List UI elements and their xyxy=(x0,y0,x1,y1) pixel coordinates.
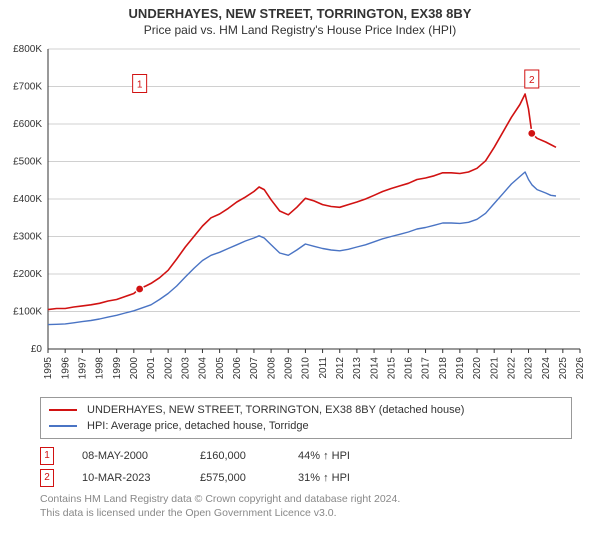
svg-text:£600K: £600K xyxy=(13,119,42,130)
svg-text:£100K: £100K xyxy=(13,307,42,318)
svg-text:2005: 2005 xyxy=(215,357,226,380)
svg-text:2017: 2017 xyxy=(421,357,432,380)
svg-text:2000: 2000 xyxy=(129,357,140,380)
svg-text:2026: 2026 xyxy=(575,357,586,380)
svg-text:2022: 2022 xyxy=(507,357,518,380)
svg-text:2018: 2018 xyxy=(438,357,449,380)
svg-text:1995: 1995 xyxy=(43,357,54,380)
transaction-delta: 44% ↑ HPI xyxy=(298,445,388,467)
svg-text:2015: 2015 xyxy=(386,357,397,380)
legend-label-subject: UNDERHAYES, NEW STREET, TORRINGTON, EX38… xyxy=(87,402,464,418)
legend-label-hpi: HPI: Average price, detached house, Torr… xyxy=(87,418,309,434)
marker-badge-2: 2 xyxy=(40,469,54,487)
svg-text:£800K: £800K xyxy=(13,44,42,55)
svg-text:2008: 2008 xyxy=(266,357,277,380)
svg-text:1996: 1996 xyxy=(60,357,71,380)
svg-text:£400K: £400K xyxy=(13,194,42,205)
svg-text:2010: 2010 xyxy=(301,357,312,380)
svg-text:£500K: £500K xyxy=(13,157,42,168)
legend-row: UNDERHAYES, NEW STREET, TORRINGTON, EX38… xyxy=(49,402,563,418)
svg-text:2016: 2016 xyxy=(404,357,415,380)
transaction-date: 10-MAR-2023 xyxy=(82,467,172,489)
legend-swatch-hpi xyxy=(49,425,77,427)
transaction-row: 1 08-MAY-2000 £160,000 44% ↑ HPI xyxy=(40,445,572,467)
svg-text:£0: £0 xyxy=(31,344,43,355)
chart-subtitle: Price paid vs. HM Land Registry's House … xyxy=(0,21,600,41)
license-text: Contains HM Land Registry data © Crown c… xyxy=(40,493,572,520)
legend-swatch-subject xyxy=(49,409,77,411)
svg-text:£700K: £700K xyxy=(13,82,42,93)
svg-text:2014: 2014 xyxy=(369,357,380,380)
svg-text:2004: 2004 xyxy=(198,357,209,380)
svg-text:2007: 2007 xyxy=(249,357,260,380)
svg-text:1: 1 xyxy=(137,80,143,91)
svg-text:2023: 2023 xyxy=(524,357,535,380)
svg-text:2025: 2025 xyxy=(558,357,569,380)
transactions-list: 1 08-MAY-2000 £160,000 44% ↑ HPI 2 10-MA… xyxy=(40,445,572,489)
svg-text:2001: 2001 xyxy=(146,357,157,380)
transaction-row: 2 10-MAR-2023 £575,000 31% ↑ HPI xyxy=(40,467,572,489)
license-line2: This data is licensed under the Open Gov… xyxy=(40,507,572,521)
svg-text:2009: 2009 xyxy=(283,357,294,380)
svg-text:2021: 2021 xyxy=(489,357,500,380)
svg-text:2019: 2019 xyxy=(455,357,466,380)
legend-row: HPI: Average price, detached house, Torr… xyxy=(49,418,563,434)
svg-text:2002: 2002 xyxy=(163,357,174,380)
svg-text:1997: 1997 xyxy=(78,357,89,380)
transaction-delta: 31% ↑ HPI xyxy=(298,467,388,489)
transaction-price: £160,000 xyxy=(200,445,270,467)
chart-title: UNDERHAYES, NEW STREET, TORRINGTON, EX38… xyxy=(0,0,600,21)
svg-text:2020: 2020 xyxy=(472,357,483,380)
transaction-date: 08-MAY-2000 xyxy=(82,445,172,467)
line-chart-svg: £0 £100K £200K £300K £400K £500K £600K £700K £80… xyxy=(0,41,600,393)
svg-text:2003: 2003 xyxy=(180,357,191,380)
svg-text:2011: 2011 xyxy=(318,357,329,379)
svg-text:2012: 2012 xyxy=(335,357,346,380)
svg-text:2013: 2013 xyxy=(352,357,363,380)
svg-text:1998: 1998 xyxy=(95,357,106,380)
svg-text:2: 2 xyxy=(529,75,535,86)
transaction-price: £575,000 xyxy=(200,467,270,489)
legend: UNDERHAYES, NEW STREET, TORRINGTON, EX38… xyxy=(40,397,572,439)
svg-text:£300K: £300K xyxy=(13,232,42,243)
marker-badge-1: 1 xyxy=(40,447,54,465)
chart-area: £0 £100K £200K £300K £400K £500K £600K £700K £80… xyxy=(0,41,600,393)
svg-text:2024: 2024 xyxy=(541,357,552,380)
svg-text:£200K: £200K xyxy=(13,269,42,280)
svg-text:2006: 2006 xyxy=(232,357,243,380)
svg-text:1999: 1999 xyxy=(112,357,123,380)
license-line1: Contains HM Land Registry data © Crown c… xyxy=(40,493,572,507)
